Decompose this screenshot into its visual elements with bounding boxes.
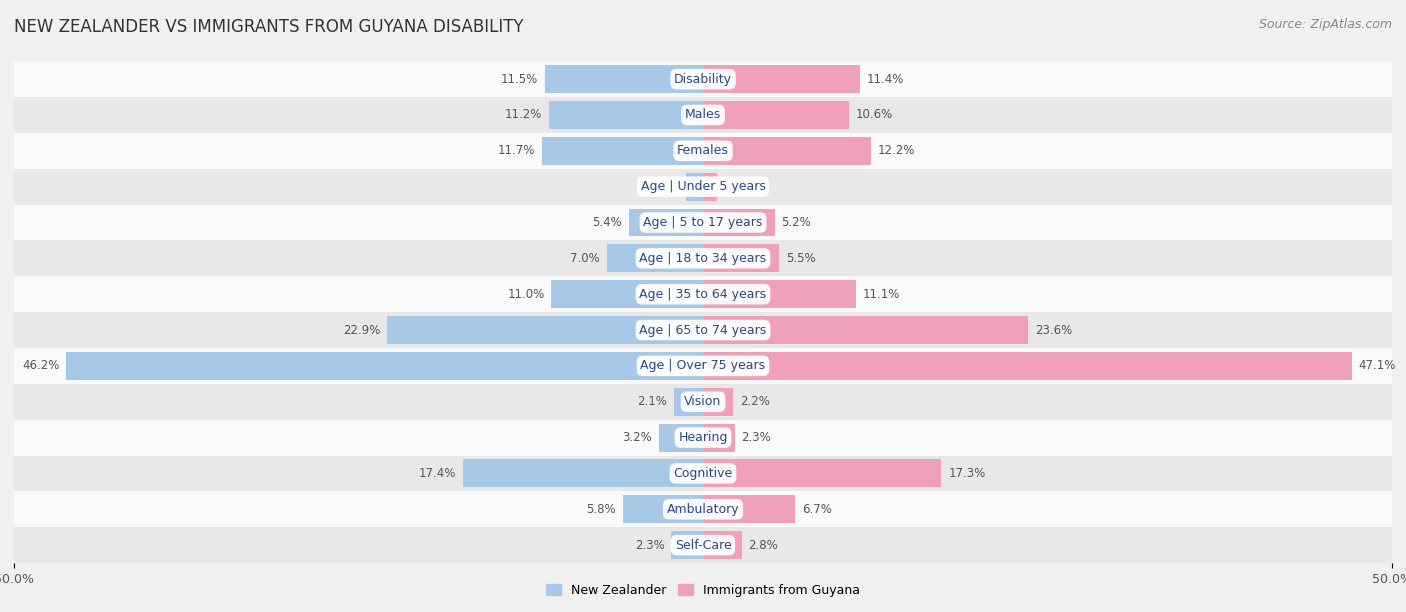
Text: 2.3%: 2.3% <box>741 431 772 444</box>
Text: Hearing: Hearing <box>678 431 728 444</box>
Text: Self-Care: Self-Care <box>675 539 731 551</box>
Bar <box>703 388 734 416</box>
Bar <box>14 241 1392 276</box>
Text: 1.2%: 1.2% <box>650 180 679 193</box>
Text: 22.9%: 22.9% <box>343 324 381 337</box>
Bar <box>703 531 741 559</box>
Text: 2.8%: 2.8% <box>748 539 778 551</box>
Text: 46.2%: 46.2% <box>22 359 59 372</box>
Text: Vision: Vision <box>685 395 721 408</box>
Bar <box>66 352 703 380</box>
Bar <box>703 495 796 523</box>
Bar <box>14 169 1392 204</box>
Text: 47.1%: 47.1% <box>1358 359 1396 372</box>
Bar <box>14 312 1392 348</box>
Bar <box>703 137 872 165</box>
Text: 1.0%: 1.0% <box>724 180 754 193</box>
Text: Age | 35 to 64 years: Age | 35 to 64 years <box>640 288 766 300</box>
Text: 6.7%: 6.7% <box>803 503 832 516</box>
Bar <box>463 460 703 487</box>
Bar <box>388 316 703 344</box>
Text: 2.1%: 2.1% <box>637 395 668 408</box>
Text: 2.2%: 2.2% <box>740 395 770 408</box>
Bar <box>14 348 1392 384</box>
Bar <box>703 101 849 129</box>
Bar <box>703 173 717 201</box>
Text: 7.0%: 7.0% <box>569 252 599 265</box>
Bar <box>703 424 735 452</box>
Text: 11.4%: 11.4% <box>868 73 904 86</box>
Text: 11.7%: 11.7% <box>498 144 534 157</box>
Text: 10.6%: 10.6% <box>856 108 893 121</box>
Bar <box>14 420 1392 455</box>
Bar <box>606 244 703 272</box>
Bar <box>686 173 703 201</box>
Bar <box>541 137 703 165</box>
Text: 11.1%: 11.1% <box>863 288 900 300</box>
Text: Age | Over 75 years: Age | Over 75 years <box>641 359 765 372</box>
Legend: New Zealander, Immigrants from Guyana: New Zealander, Immigrants from Guyana <box>540 579 866 602</box>
Text: 5.2%: 5.2% <box>782 216 811 229</box>
Bar <box>544 65 703 93</box>
Text: Males: Males <box>685 108 721 121</box>
Bar <box>14 97 1392 133</box>
Bar <box>14 276 1392 312</box>
Text: Cognitive: Cognitive <box>673 467 733 480</box>
Bar <box>703 280 856 308</box>
Text: Age | 18 to 34 years: Age | 18 to 34 years <box>640 252 766 265</box>
Text: 11.5%: 11.5% <box>501 73 537 86</box>
Bar <box>551 280 703 308</box>
Text: Ambulatory: Ambulatory <box>666 503 740 516</box>
Bar <box>659 424 703 452</box>
Text: 11.0%: 11.0% <box>508 288 544 300</box>
Text: 11.2%: 11.2% <box>505 108 541 121</box>
Text: Age | 65 to 74 years: Age | 65 to 74 years <box>640 324 766 337</box>
Text: 5.5%: 5.5% <box>786 252 815 265</box>
Text: 17.3%: 17.3% <box>948 467 986 480</box>
Text: Source: ZipAtlas.com: Source: ZipAtlas.com <box>1258 18 1392 31</box>
Text: Females: Females <box>678 144 728 157</box>
Text: 17.4%: 17.4% <box>419 467 457 480</box>
Bar <box>671 531 703 559</box>
Text: 12.2%: 12.2% <box>877 144 915 157</box>
Bar <box>703 209 775 236</box>
Bar <box>703 460 942 487</box>
Bar <box>628 209 703 236</box>
Bar <box>703 244 779 272</box>
Bar <box>14 527 1392 563</box>
Bar <box>703 352 1353 380</box>
Bar <box>14 133 1392 169</box>
Bar <box>14 455 1392 491</box>
Bar <box>14 491 1392 527</box>
Text: Disability: Disability <box>673 73 733 86</box>
Bar <box>703 65 860 93</box>
Bar <box>14 204 1392 241</box>
Text: 5.8%: 5.8% <box>586 503 616 516</box>
Text: 5.4%: 5.4% <box>592 216 621 229</box>
Bar <box>703 316 1028 344</box>
Text: NEW ZEALANDER VS IMMIGRANTS FROM GUYANA DISABILITY: NEW ZEALANDER VS IMMIGRANTS FROM GUYANA … <box>14 18 523 36</box>
Bar <box>548 101 703 129</box>
Bar <box>14 384 1392 420</box>
Text: Age | 5 to 17 years: Age | 5 to 17 years <box>644 216 762 229</box>
Text: 3.2%: 3.2% <box>623 431 652 444</box>
Bar <box>673 388 703 416</box>
Bar <box>623 495 703 523</box>
Text: 23.6%: 23.6% <box>1035 324 1073 337</box>
Bar <box>14 61 1392 97</box>
Text: Age | Under 5 years: Age | Under 5 years <box>641 180 765 193</box>
Text: 2.3%: 2.3% <box>634 539 665 551</box>
